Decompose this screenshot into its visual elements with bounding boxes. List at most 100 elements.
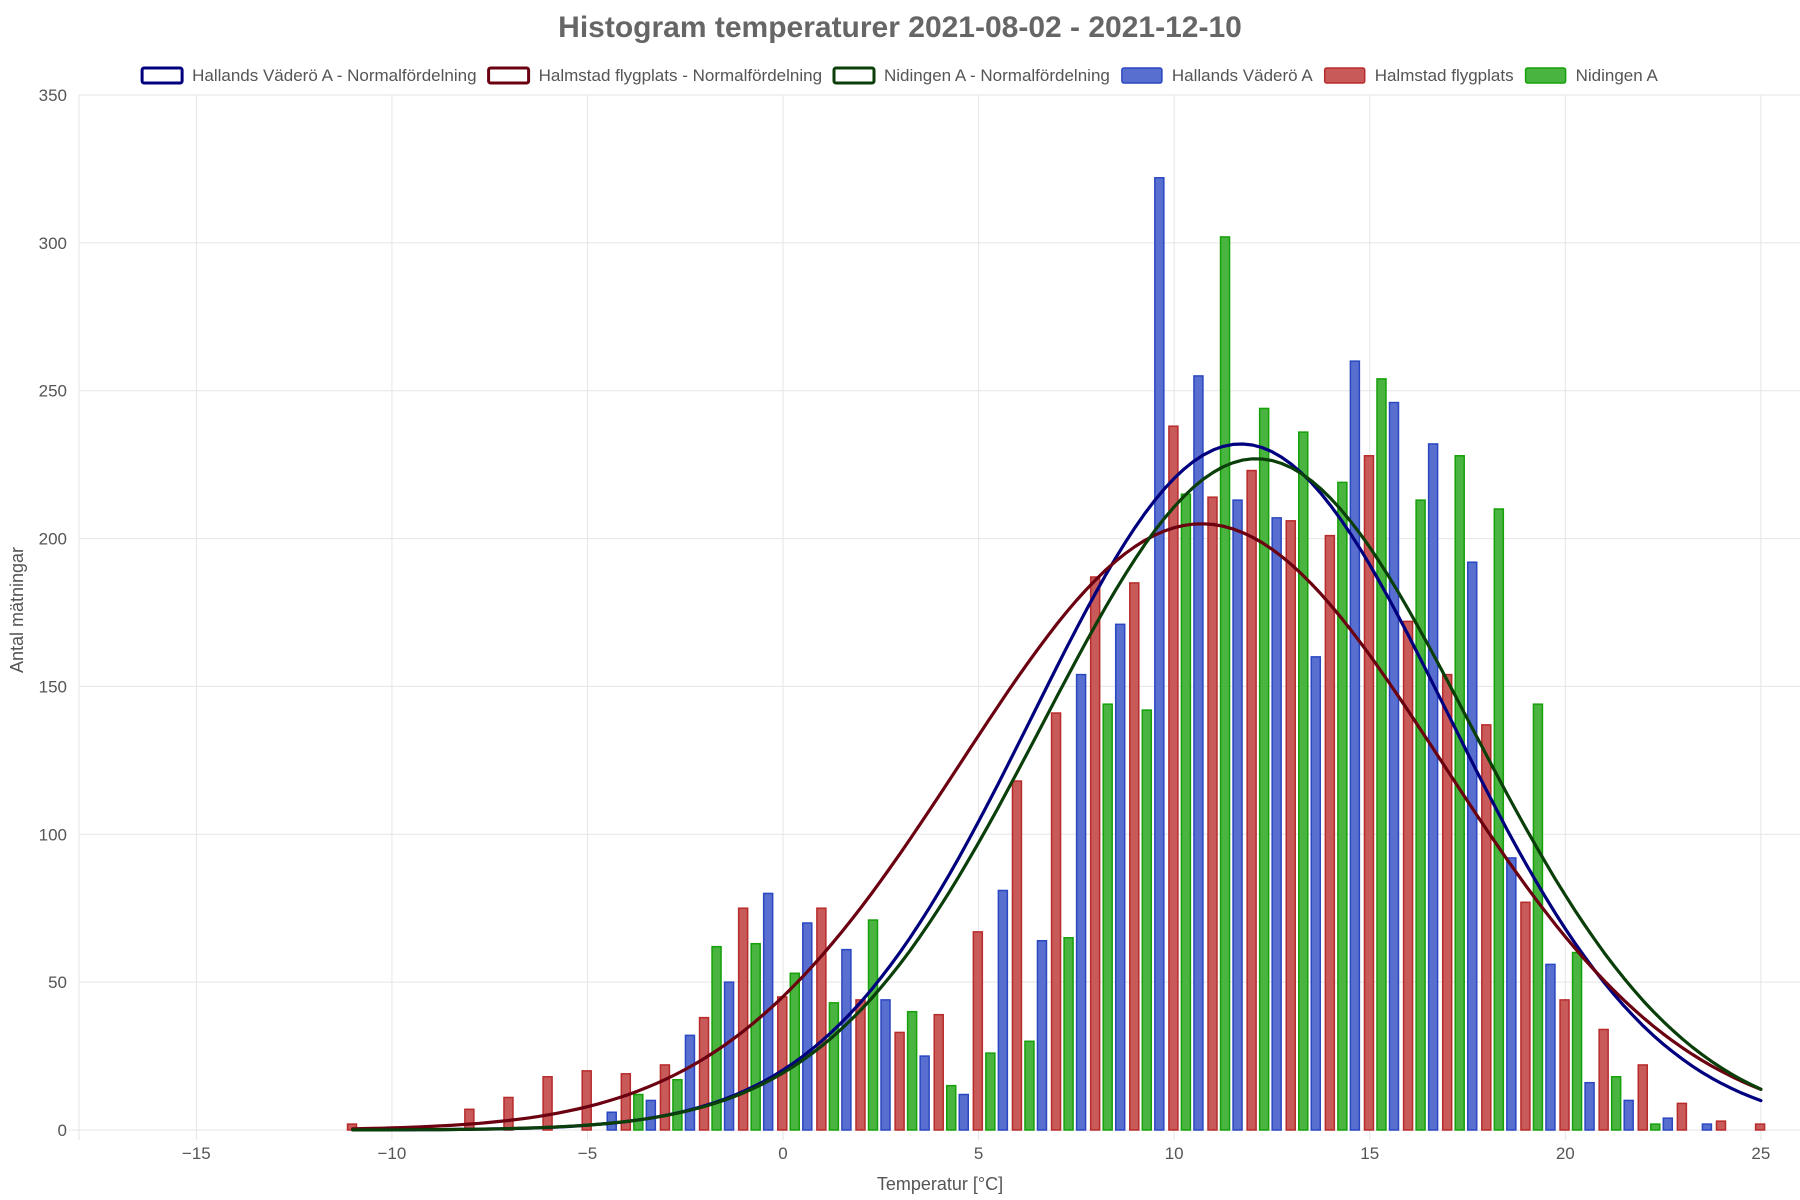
legend-color-swatch xyxy=(1323,67,1366,84)
chart-title: Histogram temperaturer 2021-08-02 - 2021… xyxy=(558,11,1242,44)
histogram-bar xyxy=(1388,401,1400,1131)
y-axis-ticks: 0 50 100 150 200 250 300 350 xyxy=(39,86,67,1140)
histogram-bar xyxy=(867,919,879,1131)
legend-color-swatch xyxy=(1524,67,1567,84)
histogram-bar xyxy=(672,1078,683,1131)
legend-item[interactable]: Hallands Väderö A xyxy=(1121,66,1313,85)
y-tick-label: 350 xyxy=(39,86,67,105)
histogram-bar xyxy=(737,907,749,1131)
histogram-bar xyxy=(684,1034,696,1131)
legend-item[interactable]: Hallands Väderö A - Normalfördelning xyxy=(140,66,477,85)
histogram-bar xyxy=(503,1096,514,1131)
histogram-bar xyxy=(1427,443,1439,1131)
histogram-bar xyxy=(1180,493,1192,1131)
legend-color-swatch xyxy=(1121,67,1163,84)
histogram-bar xyxy=(1141,709,1153,1131)
legend-label: Nidingen A - Normalfördelning xyxy=(884,66,1110,85)
histogram-bar xyxy=(464,1108,475,1131)
histogram-bar xyxy=(1089,576,1101,1131)
histogram-bar xyxy=(789,972,801,1131)
histogram-bar xyxy=(1271,517,1282,1131)
histogram-bar xyxy=(1129,582,1140,1131)
histogram-bar xyxy=(620,1073,632,1131)
histogram-bar xyxy=(1441,673,1453,1131)
legend-label: Hallands Väderö A - Normalfördelning xyxy=(192,66,476,85)
histogram-bar xyxy=(997,889,1009,1131)
histogram-bar xyxy=(1102,703,1113,1131)
histogram-bar xyxy=(894,1031,905,1131)
histogram-bar xyxy=(802,922,813,1131)
y-tick-label: 100 xyxy=(39,825,67,844)
histogram-bar xyxy=(711,945,722,1131)
histogram-bar xyxy=(1363,455,1375,1131)
legend-label: Halmstad flygplats - Normalfördelning xyxy=(539,66,822,85)
histogram-bar xyxy=(1310,656,1322,1131)
histogram-bar xyxy=(1598,1028,1609,1131)
histogram-bar xyxy=(933,1013,944,1131)
x-tick-label: 20 xyxy=(1556,1144,1575,1163)
histogram-bar xyxy=(581,1070,592,1131)
histogram-bar xyxy=(1623,1099,1634,1131)
y-tick-label: 0 xyxy=(58,1121,67,1140)
histogram-bar xyxy=(1402,620,1414,1131)
histogram-bar xyxy=(1466,561,1478,1131)
legend-label: Nidingen A xyxy=(1576,66,1659,85)
histogram-bar xyxy=(1506,857,1517,1131)
histogram-bar xyxy=(841,948,852,1131)
histogram-bar xyxy=(906,1010,918,1131)
legend-item[interactable]: Nidingen A - Normalfördelning xyxy=(832,66,1110,85)
histogram-bar xyxy=(972,931,984,1131)
histogram-bar xyxy=(1454,455,1465,1131)
histogram-bar xyxy=(1637,1064,1649,1131)
histogram-bar xyxy=(633,1093,644,1131)
histogram-bar xyxy=(1168,425,1179,1131)
histogram-bar xyxy=(1349,360,1361,1131)
histogram-bar xyxy=(723,981,735,1131)
legend-item[interactable]: Nidingen A xyxy=(1524,66,1659,85)
histogram-bar xyxy=(945,1084,957,1131)
histogram-bar xyxy=(880,999,891,1131)
histogram-bar xyxy=(828,1002,840,1131)
y-tick-label: 50 xyxy=(48,973,67,992)
legend-outline-swatch xyxy=(487,66,531,85)
histogram-bars xyxy=(346,177,1766,1131)
x-tick-label: 25 xyxy=(1751,1144,1770,1163)
histogram-bar xyxy=(855,999,866,1131)
x-axis-ticks: −15 −10 −5 0 5 10 15 20 25 xyxy=(182,1144,1770,1163)
histogram-bar xyxy=(1676,1102,1688,1131)
histogram-bar xyxy=(1063,937,1074,1131)
histogram-bar xyxy=(1650,1123,1661,1131)
histogram-bar xyxy=(1610,1076,1622,1131)
normal-curve xyxy=(351,457,1763,1132)
histogram-bar xyxy=(1571,951,1583,1131)
histogram-bar xyxy=(919,1055,930,1131)
histogram-bar xyxy=(1193,375,1204,1131)
histogram-bar xyxy=(1011,780,1023,1131)
histogram-bar xyxy=(1481,724,1492,1131)
histogram-bar xyxy=(1114,623,1126,1131)
histogram-bar xyxy=(1324,534,1336,1131)
legend-item[interactable]: Halmstad flygplats - Normalfördelning xyxy=(487,66,822,85)
histogram-bar xyxy=(1415,499,1426,1131)
y-tick-label: 250 xyxy=(39,382,67,401)
legend-outline-swatch xyxy=(832,66,876,85)
legend[interactable]: Hallands Väderö A - Normalfördelning Halm… xyxy=(140,66,1659,85)
y-tick-label: 200 xyxy=(39,530,67,549)
x-tick-label: −5 xyxy=(578,1144,597,1163)
histogram-bar xyxy=(1715,1120,1727,1131)
legend-item[interactable]: Halmstad flygplats xyxy=(1323,66,1514,85)
histogram-bar xyxy=(542,1076,553,1131)
histogram-bar xyxy=(985,1052,996,1131)
normal-curve xyxy=(351,522,1763,1131)
histogram-bar xyxy=(1258,407,1270,1131)
histogram-bar xyxy=(1559,999,1570,1131)
histogram-bar xyxy=(1520,901,1531,1131)
histogram-bar xyxy=(777,996,788,1131)
histogram-bar xyxy=(1337,481,1348,1131)
normal-curves xyxy=(351,442,1763,1132)
histogram-bar xyxy=(1075,673,1087,1131)
histogram-bar xyxy=(1154,177,1165,1131)
histogram-bar xyxy=(750,942,761,1131)
